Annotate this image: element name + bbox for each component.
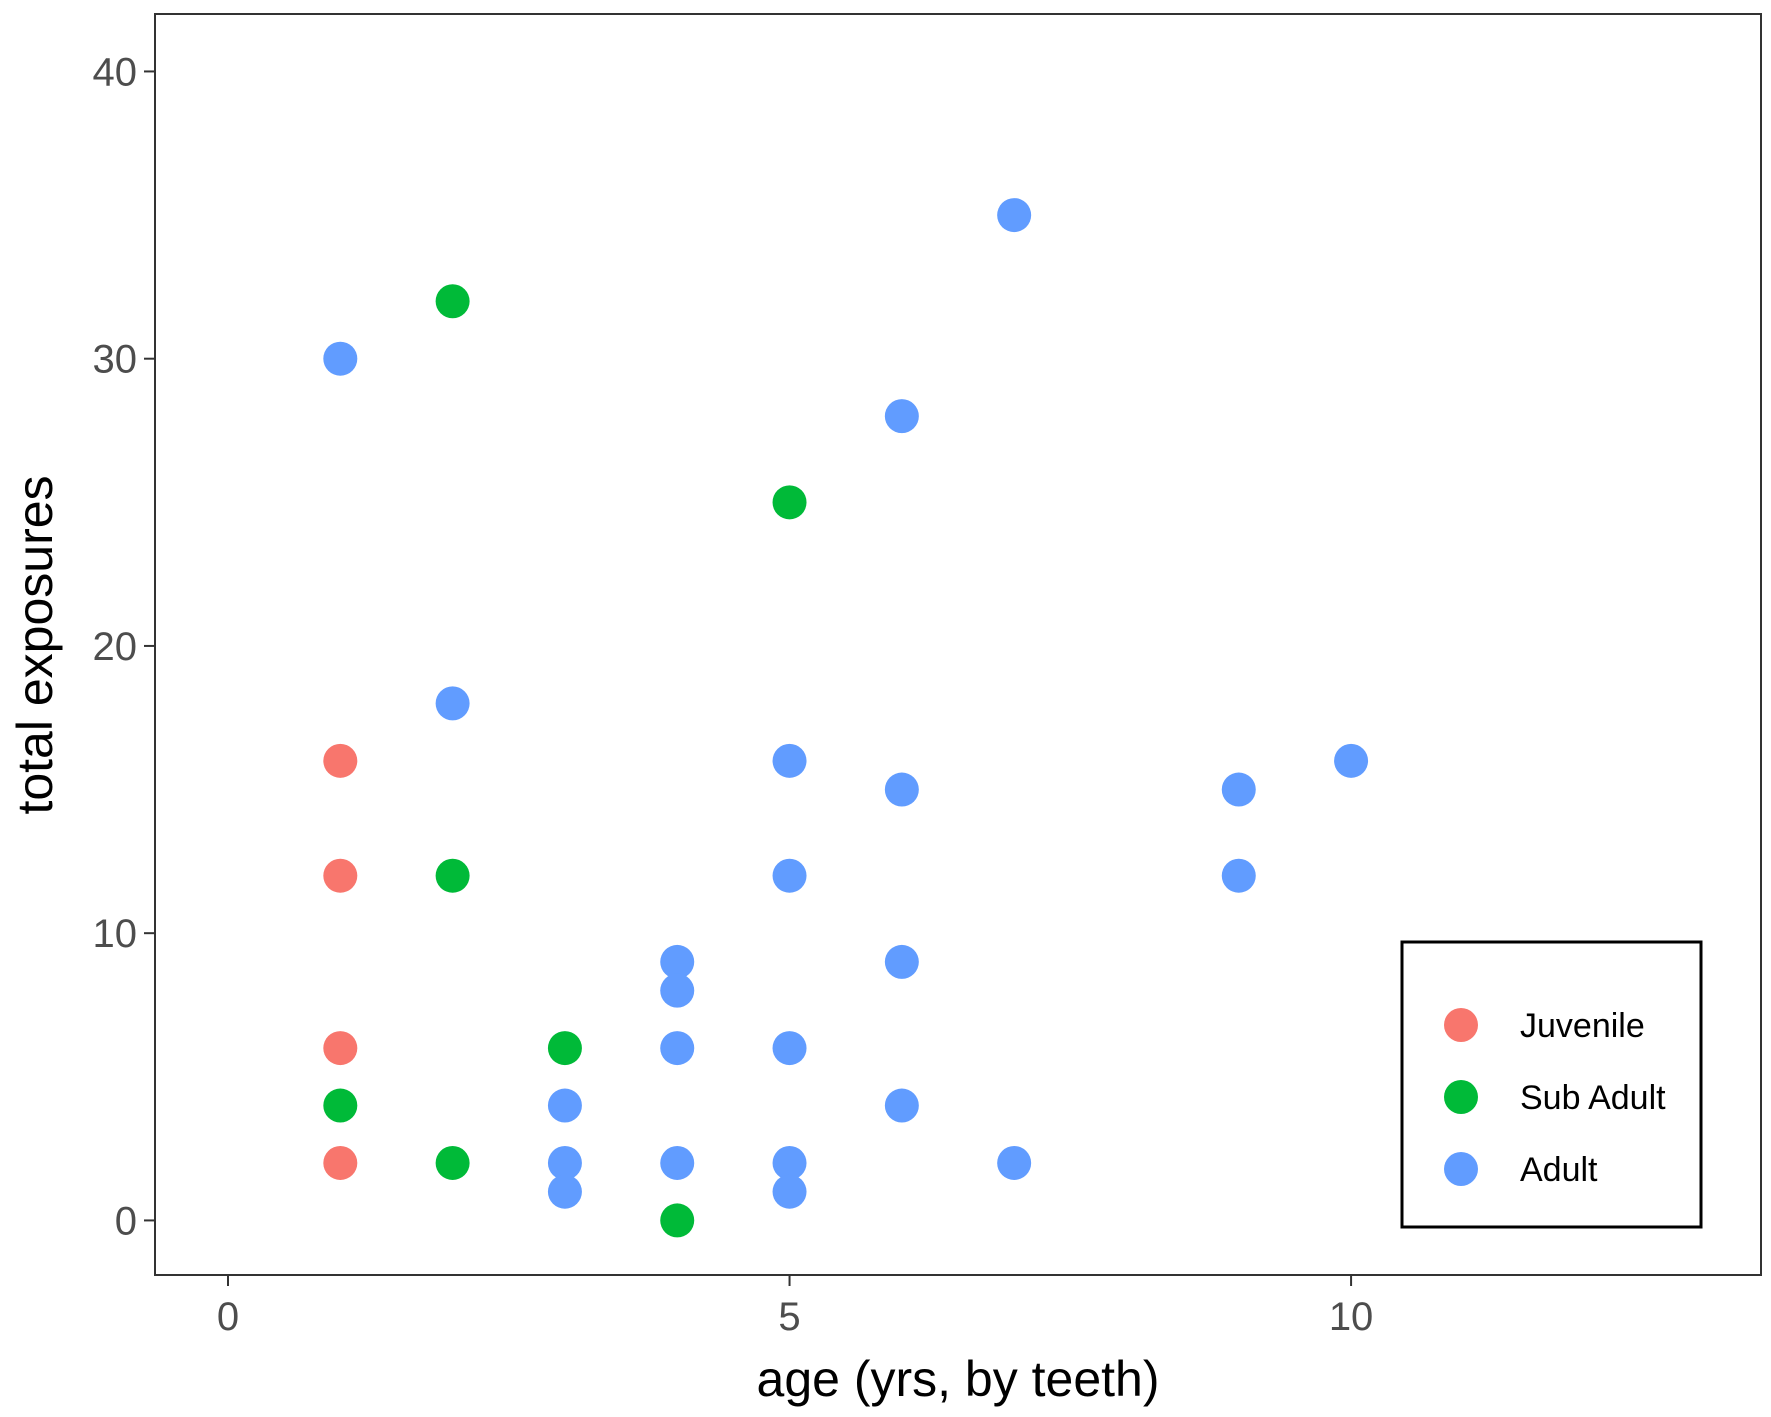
legend-label: Sub Adult xyxy=(1520,1079,1666,1117)
data-point xyxy=(884,1088,919,1123)
y-tick-label: 10 xyxy=(93,912,138,956)
x-tick-label: 0 xyxy=(217,1295,239,1339)
y-axis: 0 10 20 30 40 xyxy=(93,50,155,1243)
data-point xyxy=(547,1031,582,1066)
data-point xyxy=(997,198,1032,233)
data-point xyxy=(660,1031,695,1066)
data-point xyxy=(547,1174,582,1209)
data-point xyxy=(323,1088,358,1123)
legend: Juvenile Sub Adult Adult xyxy=(1400,940,1703,1229)
data-point xyxy=(997,1145,1032,1180)
data-point xyxy=(435,284,470,319)
data-point xyxy=(772,1174,807,1209)
data-point xyxy=(772,485,807,520)
y-tick-label: 30 xyxy=(93,338,138,382)
data-point xyxy=(660,973,695,1008)
legend-key xyxy=(1444,1008,1478,1042)
data-point xyxy=(435,686,470,721)
data-point xyxy=(547,1088,582,1123)
data-point xyxy=(660,944,695,979)
data-point xyxy=(323,1145,358,1180)
legend-key xyxy=(1444,1080,1478,1114)
data-point xyxy=(1221,772,1256,807)
legend-label: Adult xyxy=(1520,1151,1598,1189)
x-axis: 0 5 10 xyxy=(217,1275,1373,1339)
y-tick-label: 40 xyxy=(93,50,138,94)
data-point xyxy=(772,743,807,778)
data-point xyxy=(435,1145,470,1180)
y-tick-label: 0 xyxy=(115,1199,137,1243)
x-tick-label: 10 xyxy=(1329,1295,1374,1339)
data-point xyxy=(435,858,470,893)
y-axis-title: total exposures xyxy=(7,475,63,814)
data-point xyxy=(884,944,919,979)
x-tick-label: 5 xyxy=(778,1295,800,1339)
data-points xyxy=(323,198,1369,1238)
data-point xyxy=(1334,743,1369,778)
data-point xyxy=(1221,858,1256,893)
data-point xyxy=(660,1145,695,1180)
data-point xyxy=(772,858,807,893)
data-point xyxy=(323,341,358,376)
data-point xyxy=(323,1031,358,1066)
x-axis-title: age (yrs, by teeth) xyxy=(757,1351,1160,1407)
data-point xyxy=(323,743,358,778)
data-point xyxy=(323,858,358,893)
data-point xyxy=(884,772,919,807)
data-point xyxy=(660,1203,695,1238)
data-point xyxy=(772,1031,807,1066)
legend-label: Juvenile xyxy=(1520,1007,1645,1045)
y-tick-label: 20 xyxy=(93,625,138,669)
legend-key xyxy=(1444,1152,1478,1186)
data-point xyxy=(547,1145,582,1180)
data-point xyxy=(772,1145,807,1180)
data-point xyxy=(884,399,919,434)
